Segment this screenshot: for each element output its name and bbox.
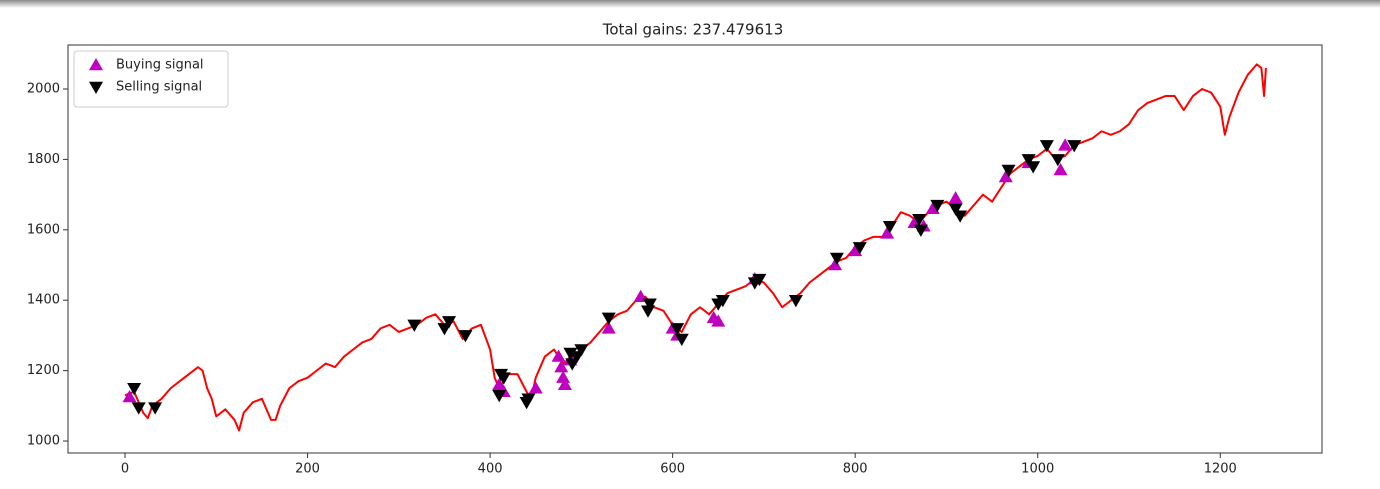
signal-marker (752, 273, 767, 287)
signal-marker (670, 323, 685, 336)
signal-marker (407, 319, 422, 332)
signal-marker (496, 372, 511, 385)
signal-marker (998, 170, 1013, 183)
signal-marker (674, 333, 689, 346)
signal-marker (1001, 164, 1016, 177)
legend-marker (89, 58, 103, 71)
signal-marker (925, 201, 940, 214)
signal-marker (492, 390, 507, 403)
x-tick-label: 1000 (1021, 462, 1054, 477)
signal-marker (852, 242, 867, 255)
signal-marker (1053, 162, 1068, 176)
y-tick-label: 1800 (27, 152, 60, 167)
signal-marker (127, 382, 142, 396)
signal-marker (828, 258, 843, 271)
chart-title: Total gains: 237.479613 (602, 21, 783, 39)
signal-marker (1026, 161, 1041, 174)
window-shadow (0, 0, 1380, 8)
signal-marker (948, 191, 963, 204)
x-tick-label: 400 (478, 462, 503, 477)
signal-marker (953, 210, 968, 223)
signal-marker (551, 349, 566, 362)
signal-marker (829, 252, 844, 265)
signal-marker (1021, 154, 1036, 167)
signal-marker (122, 390, 137, 403)
signal-marker (848, 243, 863, 257)
signal-marker (1058, 138, 1073, 151)
signal-marker (528, 381, 543, 394)
y-tick-label: 2000 (27, 82, 60, 97)
signal-marker (521, 393, 536, 406)
signal-marker (574, 344, 589, 357)
signal-marker (948, 203, 963, 216)
signal-marker (1050, 154, 1065, 167)
axes-frame (67, 44, 1323, 454)
y-tick-label: 1000 (27, 434, 60, 449)
price-line (124, 63, 1267, 432)
signal-marker (912, 214, 927, 227)
x-tick-label: 600 (660, 462, 685, 477)
y-tick-label: 1400 (27, 293, 60, 308)
signal-marker (711, 314, 726, 327)
signal-marker (880, 226, 895, 239)
legend-label: Selling signal (116, 80, 202, 95)
signal-marker (882, 221, 897, 234)
signal-marker (601, 312, 616, 325)
signal-marker (131, 402, 146, 415)
x-tick-label: 200 (295, 462, 320, 477)
signal-marker (557, 377, 572, 390)
y-tick-label: 1200 (27, 363, 60, 378)
signal-marker (148, 402, 163, 415)
signal-marker (563, 347, 578, 361)
signal-marker (913, 224, 928, 237)
signal-marker (556, 370, 571, 383)
signal-marker (788, 294, 803, 308)
signal-marker (554, 360, 569, 373)
legend-label: Buying signal (116, 58, 204, 73)
x-tick-label: 1200 (1204, 462, 1237, 477)
signal-marker (1067, 140, 1082, 153)
signal-marker (640, 305, 655, 318)
signal-marker (715, 294, 730, 308)
signal-marker (601, 321, 616, 334)
signal-marker (1039, 140, 1054, 153)
y-tick-label: 1600 (27, 222, 60, 237)
legend-marker (89, 81, 103, 94)
signal-marker (930, 199, 945, 213)
signal-marker (442, 316, 457, 329)
signal-marker (458, 330, 473, 343)
legend-box (73, 50, 229, 108)
x-tick-label: 0 (121, 462, 129, 477)
x-tick-label: 800 (843, 462, 868, 477)
signal-marker (642, 298, 657, 311)
